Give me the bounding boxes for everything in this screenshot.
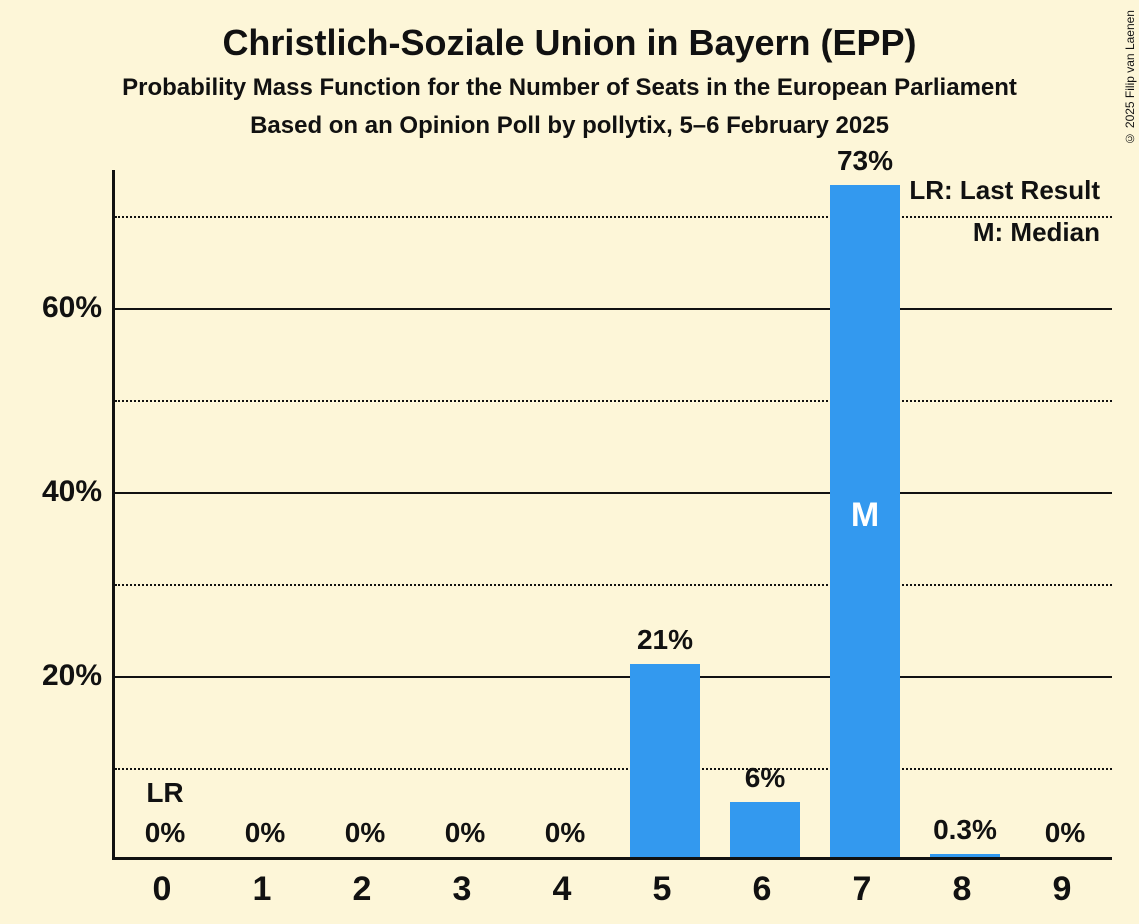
xtick-label: 4 [512,870,612,909]
xtick-label: 5 [612,870,712,909]
legend-m: M: Median [909,212,1100,254]
bar-value-label: 0% [115,817,215,849]
bar [930,854,1000,857]
xtick-label: 2 [312,870,412,909]
legend: LR: Last Result M: Median [909,170,1100,253]
legend-lr: LR: Last Result [909,170,1100,212]
subtitle-line-1: Probability Mass Function for the Number… [0,74,1139,102]
chart-container: 0%LR0%0%0%0%21%6%73%M0.3%0% LR: Last Res… [0,170,1139,924]
bar-value-label: 0.3% [915,814,1015,846]
bar-slot: 0% [1015,167,1115,857]
bar-value-label: 21% [615,624,715,656]
xtick-label: 6 [712,870,812,909]
ytick-label: 60% [0,291,102,325]
xtick-label: 7 [812,870,912,909]
lr-annotation: LR [115,777,215,809]
plot-area: 0%LR0%0%0%0%21%6%73%M0.3%0% LR: Last Res… [112,170,1112,860]
median-annotation: M [815,496,915,535]
bar [630,664,700,857]
ytick-label: 40% [0,475,102,509]
bar-slot: 0% LR [115,167,215,857]
ytick-label: 20% [0,659,102,693]
bar-slot: 73%M [815,167,915,857]
bar-slot: 0% [315,167,415,857]
bar [730,802,800,857]
bar-slot: 21% [615,167,715,857]
bar-value-label: 0% [1015,817,1115,849]
bar-value-label: 73% [815,145,915,177]
xtick-label: 3 [412,870,512,909]
bar-value-label: 0% [315,817,415,849]
copyright-text: © 2025 Filip van Laenen [1123,10,1137,145]
bar-slot: 0.3% [915,167,1015,857]
bar-slot: 0% [215,167,315,857]
bar-value-label: 0% [215,817,315,849]
xtick-label: 8 [912,870,1012,909]
xtick-label: 9 [1012,870,1112,909]
xtick-label: 0 [112,870,212,909]
bar-slot: 0% [415,167,515,857]
bar-slot: 6% [715,167,815,857]
bar-value-label: 6% [715,762,815,794]
bar-slot: 0% [515,167,615,857]
page-title: Christlich-Soziale Union in Bayern (EPP) [0,22,1139,64]
bar-value-label: 0% [515,817,615,849]
xtick-label: 1 [212,870,312,909]
bar-value-label: 0% [415,817,515,849]
subtitle-line-2: Based on an Opinion Poll by pollytix, 5–… [0,112,1139,140]
